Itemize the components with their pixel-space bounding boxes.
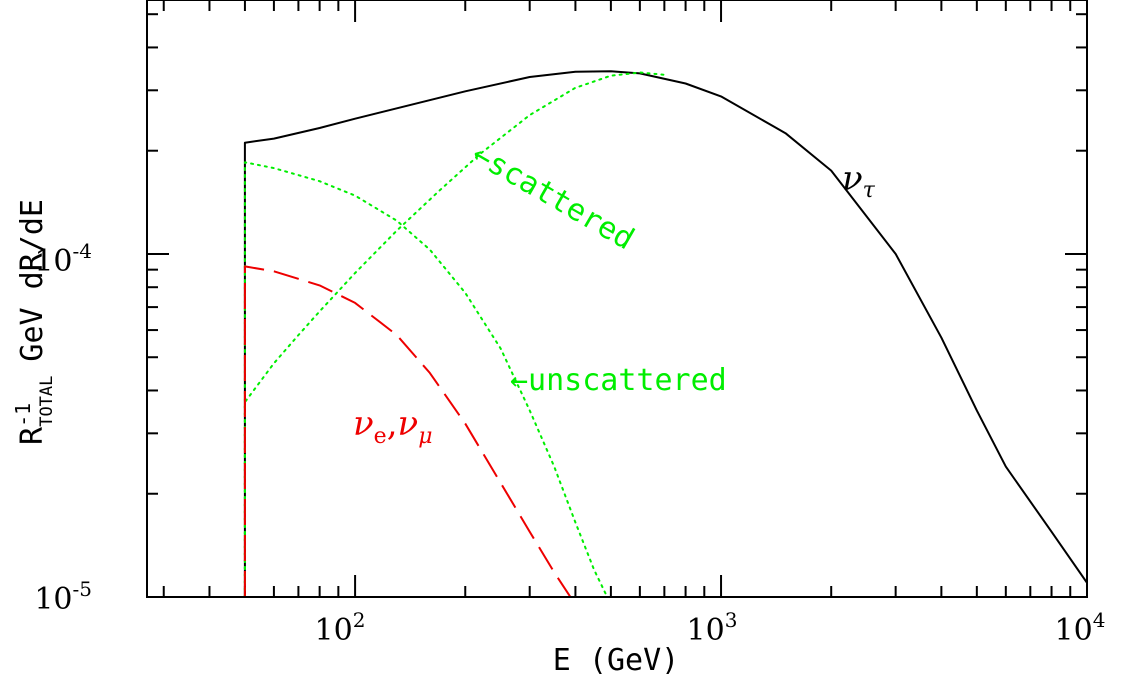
y-axis-title: R-1 TOTALGeV dR/dE	[11, 199, 57, 445]
y-tick-label: 10-4	[34, 239, 92, 279]
series-nu-e-nu-mu	[243, 265, 572, 597]
data-curves	[243, 70, 1087, 597]
series-scattered	[243, 71, 666, 597]
nu-tau-label: ντ	[842, 159, 876, 203]
y-tick-label: 10-5	[34, 577, 92, 617]
y-tick-labels: 10-4 10-5	[34, 239, 92, 617]
x-tick-label: 102	[315, 608, 366, 648]
plot-frame	[146, 0, 1088, 598]
nu-e-nu-mu-label: νe,νμ	[353, 404, 433, 449]
axis-ticks	[147, 0, 1088, 598]
x-tick-label: 103	[687, 608, 738, 648]
x-tick-label: 104	[1055, 608, 1106, 648]
series-nu-tau	[243, 70, 1087, 597]
x-axis-title: E (GeV)	[553, 643, 679, 678]
x-tick-labels: 102 103 104	[315, 608, 1106, 648]
unscattered-label: ←unscattered	[510, 363, 727, 398]
scattered-label: ←scattered	[466, 137, 640, 258]
